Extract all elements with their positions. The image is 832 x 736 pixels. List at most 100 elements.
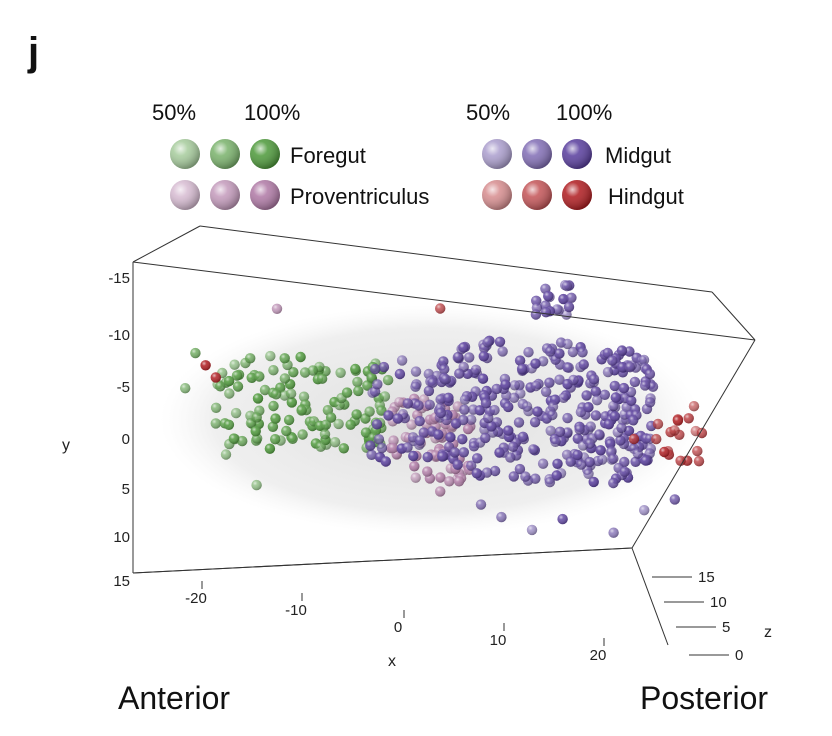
point-proventriculus <box>394 397 405 408</box>
point-midgut <box>616 422 627 434</box>
legend-opacity-50-label: 50% <box>152 100 197 125</box>
point-midgut <box>584 456 595 468</box>
point-foregut <box>268 400 279 412</box>
point-midgut <box>602 366 614 378</box>
x-tick-label: 10 <box>490 632 507 649</box>
legend-swatch-proventriculus <box>210 180 240 210</box>
point-midgut <box>644 368 656 380</box>
point-midgut <box>438 356 449 367</box>
point-midgut <box>445 432 456 443</box>
point-hindgut <box>435 303 446 314</box>
legend-opacity-100-label: 100% <box>244 100 301 125</box>
point-midgut <box>489 404 500 416</box>
point-midgut <box>615 435 626 446</box>
point-midgut <box>644 397 656 408</box>
y-tick-label: 0 <box>122 431 130 448</box>
point-midgut <box>489 465 501 477</box>
point-midgut <box>608 400 619 412</box>
legend-swatch-midgut <box>562 139 592 169</box>
point-midgut <box>619 466 630 477</box>
x-tick-label: 0 <box>394 619 402 636</box>
point-hindgut <box>688 401 700 412</box>
point-midgut <box>481 467 493 478</box>
point-midgut <box>554 426 566 437</box>
point-midgut <box>521 401 533 412</box>
point-midgut <box>513 417 525 428</box>
point-midgut <box>617 362 628 373</box>
point-midgut <box>567 346 579 358</box>
point-midgut <box>552 458 563 469</box>
point-foregut <box>345 419 356 430</box>
point-midgut <box>583 468 594 479</box>
point-midgut <box>509 380 520 391</box>
point-foregut <box>228 433 240 444</box>
point-midgut <box>554 348 565 359</box>
point-midgut <box>562 412 573 424</box>
point-midgut <box>370 363 381 375</box>
point-foregut <box>288 367 299 378</box>
point-midgut <box>566 292 577 303</box>
plot-box-back <box>132 225 756 573</box>
point-midgut <box>486 421 497 432</box>
point-midgut <box>588 476 599 488</box>
point-midgut <box>608 477 619 489</box>
point-foregut <box>352 376 363 388</box>
point-foregut <box>366 372 377 383</box>
y-tick-label: -10 <box>108 327 130 344</box>
point-midgut <box>562 338 573 350</box>
point-foregut <box>224 388 235 399</box>
point-foregut <box>264 443 276 454</box>
point-midgut <box>557 513 568 525</box>
point-midgut <box>508 471 519 482</box>
point-midgut <box>376 442 388 454</box>
point-midgut <box>496 511 507 523</box>
legend-swatch-hindgut <box>522 180 552 210</box>
point-midgut <box>371 419 383 430</box>
legend-swatch-foregut <box>210 139 240 169</box>
point-midgut <box>577 347 588 358</box>
legend-swatches <box>170 139 592 210</box>
point-midgut <box>607 355 618 366</box>
point-midgut <box>424 399 435 410</box>
legend-swatch-midgut <box>522 139 552 169</box>
x-axis-title: x <box>388 653 396 670</box>
point-foregut <box>259 384 271 396</box>
point-midgut <box>639 380 651 391</box>
point-midgut <box>507 441 519 452</box>
point-midgut <box>610 392 621 403</box>
point-foregut <box>251 412 262 423</box>
point-midgut <box>574 424 585 435</box>
point-midgut <box>628 415 639 426</box>
point-midgut <box>576 459 587 470</box>
point-midgut <box>478 351 489 362</box>
point-midgut <box>494 447 505 458</box>
point-midgut <box>453 351 464 363</box>
point-midgut <box>544 377 555 388</box>
point-midgut <box>471 468 482 479</box>
point-hindgut <box>675 455 686 466</box>
point-midgut <box>514 463 526 475</box>
point-foregut <box>190 347 201 359</box>
point-midgut <box>540 386 552 397</box>
point-proventriculus <box>435 472 446 483</box>
point-foregut <box>250 426 261 437</box>
z-tick-label: 5 <box>722 619 730 636</box>
y-tick-label: 5 <box>122 481 130 498</box>
point-midgut <box>609 380 620 392</box>
point-midgut <box>578 359 589 370</box>
point-foregut <box>231 370 243 381</box>
z-tick-label: 10 <box>710 594 727 611</box>
point-foregut <box>286 397 297 408</box>
point-foregut <box>215 381 226 392</box>
point-foregut <box>279 373 291 384</box>
point-midgut <box>543 290 554 302</box>
z-axis-title: z <box>764 624 772 641</box>
point-midgut <box>523 347 534 358</box>
point-midgut <box>575 406 587 418</box>
point-midgut <box>551 470 562 481</box>
point-midgut <box>500 379 511 390</box>
point-midgut <box>422 451 433 463</box>
point-midgut <box>441 414 452 426</box>
point-hindgut <box>628 433 640 445</box>
